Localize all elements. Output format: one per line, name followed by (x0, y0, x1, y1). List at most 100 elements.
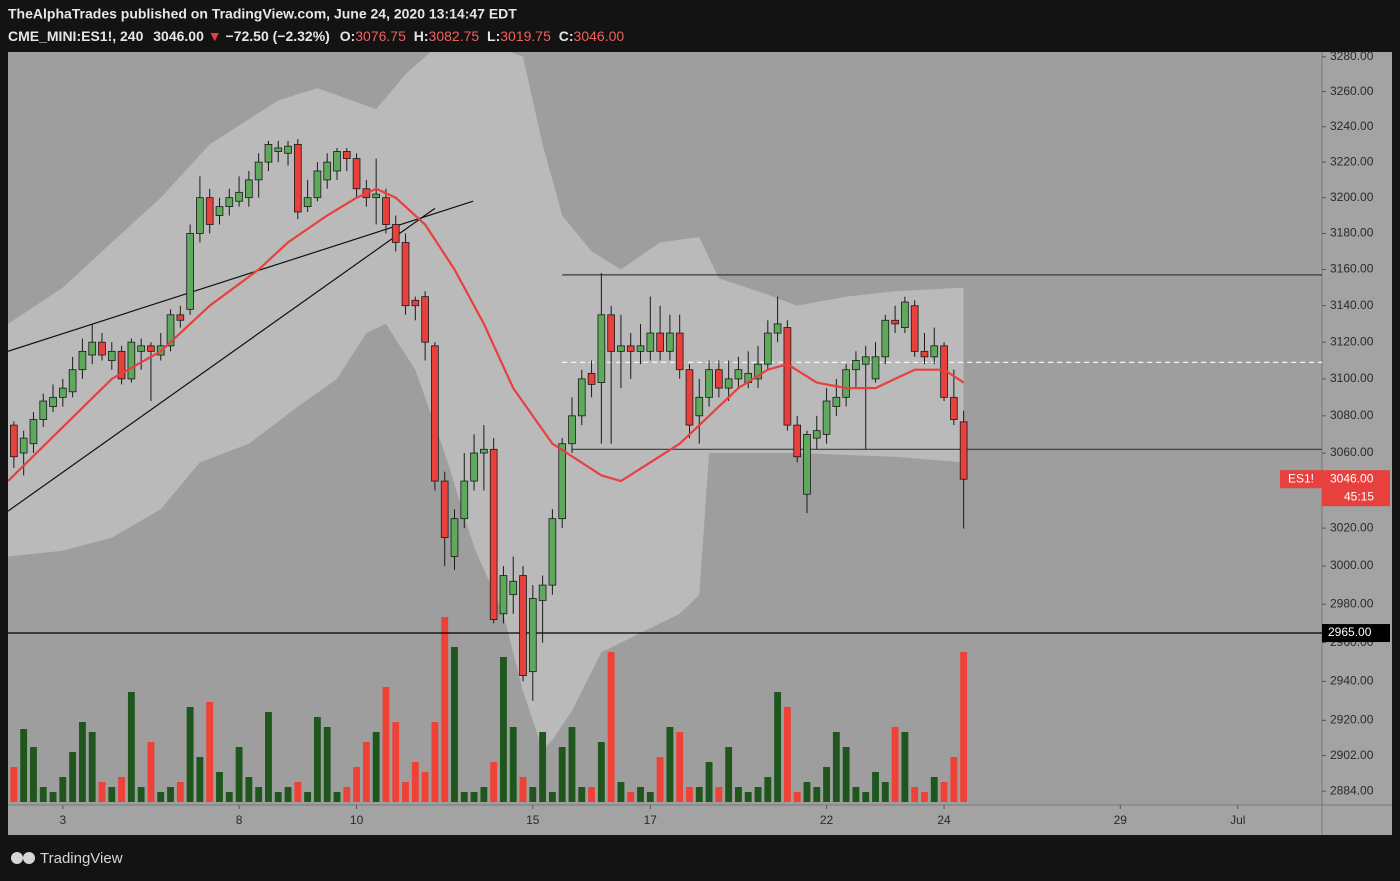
candle-body (499, 575, 508, 615)
candle-body (176, 314, 185, 321)
candle-body (264, 144, 273, 163)
plot-area (8, 52, 1322, 802)
volume-bar (451, 647, 458, 802)
volume-bar (39, 787, 47, 802)
publisher-line: TheAlphaTrades published on TradingView.… (8, 6, 517, 22)
y-tick-label: 3180.00 (1330, 226, 1374, 240)
candle-body (107, 350, 116, 361)
candle-body (695, 396, 704, 417)
candle-body (656, 332, 664, 352)
ohlc-label: L: (487, 28, 500, 44)
x-tick-label: 29 (1114, 813, 1128, 827)
candle-body (450, 518, 459, 557)
volume-bar (813, 787, 821, 802)
x-tick-label: 8 (236, 813, 243, 827)
candle-body (215, 206, 224, 216)
volume-bar (637, 787, 644, 802)
last-price-symbol-box (1280, 470, 1322, 489)
candle-body (920, 350, 929, 358)
last-value: 3046.00 (153, 28, 204, 44)
volume-bar (304, 792, 312, 802)
volume-bar (881, 782, 889, 802)
volume-bar (69, 752, 77, 802)
volume-bar (921, 792, 928, 802)
candle-body (666, 332, 674, 352)
volume-bar (343, 787, 351, 802)
candle-body (558, 443, 567, 520)
ohlc-label: C: (559, 28, 574, 44)
symbol-line: CME_MINI:ES1!, 240 3046.00 ▼ −72.50 (−2.… (8, 28, 624, 44)
volume-bar (78, 722, 86, 802)
volume-bar (548, 792, 556, 802)
y-tick-label: 3260.00 (1330, 84, 1374, 98)
candle-body (401, 242, 410, 307)
candle-body (910, 305, 919, 352)
candle-body (313, 170, 322, 199)
price-line-label: 2965.00 (1328, 625, 1372, 639)
volume-bar (509, 727, 517, 802)
x-tick-label: 24 (937, 813, 951, 827)
volume-bar (88, 732, 96, 802)
candle-body (352, 158, 361, 190)
candle-body (431, 345, 439, 482)
candle-body (382, 197, 390, 225)
volume-bar (402, 782, 409, 802)
volume-bar (646, 792, 654, 802)
brand-name[interactable]: TradingView (40, 850, 123, 867)
volume-bar (216, 772, 223, 802)
candle-body (245, 179, 253, 199)
volume-bar (30, 747, 37, 802)
candle-body (842, 369, 850, 398)
candle-body (19, 437, 28, 454)
candle-body (597, 314, 606, 383)
volume-bar (206, 702, 214, 802)
candle-body (577, 378, 586, 417)
volume-bar (147, 742, 155, 802)
candle-body (480, 448, 488, 454)
volume-bar (597, 742, 605, 802)
volume-bar (362, 742, 370, 802)
candle-body (705, 369, 713, 398)
volume-bar (519, 777, 527, 802)
volume-bar (411, 762, 419, 802)
candle-body (411, 299, 420, 307)
volume-bar (568, 727, 576, 802)
volume-bar (460, 792, 468, 802)
candle-body (127, 341, 136, 380)
trend-line (8, 207, 436, 512)
volume-bar (764, 777, 772, 802)
y-tick-label: 3000.00 (1330, 558, 1374, 572)
volume-bar (421, 772, 429, 802)
candle-body (832, 396, 841, 407)
volume-bar (676, 732, 684, 802)
volume-bar (167, 787, 174, 802)
axes: 3280.00 3260.00 3240.00 3220.00 3200.00 3180.… (59, 49, 1390, 827)
candle-body (460, 480, 469, 520)
y-tick-label: 3060.00 (1330, 445, 1374, 459)
volume-bar (725, 747, 733, 802)
last-price-box (1322, 470, 1390, 507)
candle-body (538, 584, 547, 601)
candle-body (117, 350, 126, 380)
volume-bar (20, 729, 28, 802)
volume-bar (930, 777, 938, 802)
volume-bar (186, 707, 194, 802)
candle-body (763, 332, 772, 365)
volume-bar (823, 767, 830, 802)
candle-body (861, 356, 870, 365)
ohlc-value: 3082.75 (429, 28, 480, 44)
candle-body (489, 448, 498, 620)
candle-body (685, 369, 694, 426)
candle-body (754, 363, 762, 380)
volume-bar (950, 757, 958, 802)
last-price-label: 3046.00 (1330, 471, 1374, 485)
candle-body (528, 598, 537, 673)
candle-body (724, 378, 733, 389)
volume-bar (176, 782, 184, 802)
x-tick-label: 15 (526, 813, 540, 827)
candle-body (421, 296, 429, 343)
change-arrow: ▼ (208, 28, 222, 44)
candle-body (470, 452, 478, 482)
candle-body (793, 424, 802, 458)
